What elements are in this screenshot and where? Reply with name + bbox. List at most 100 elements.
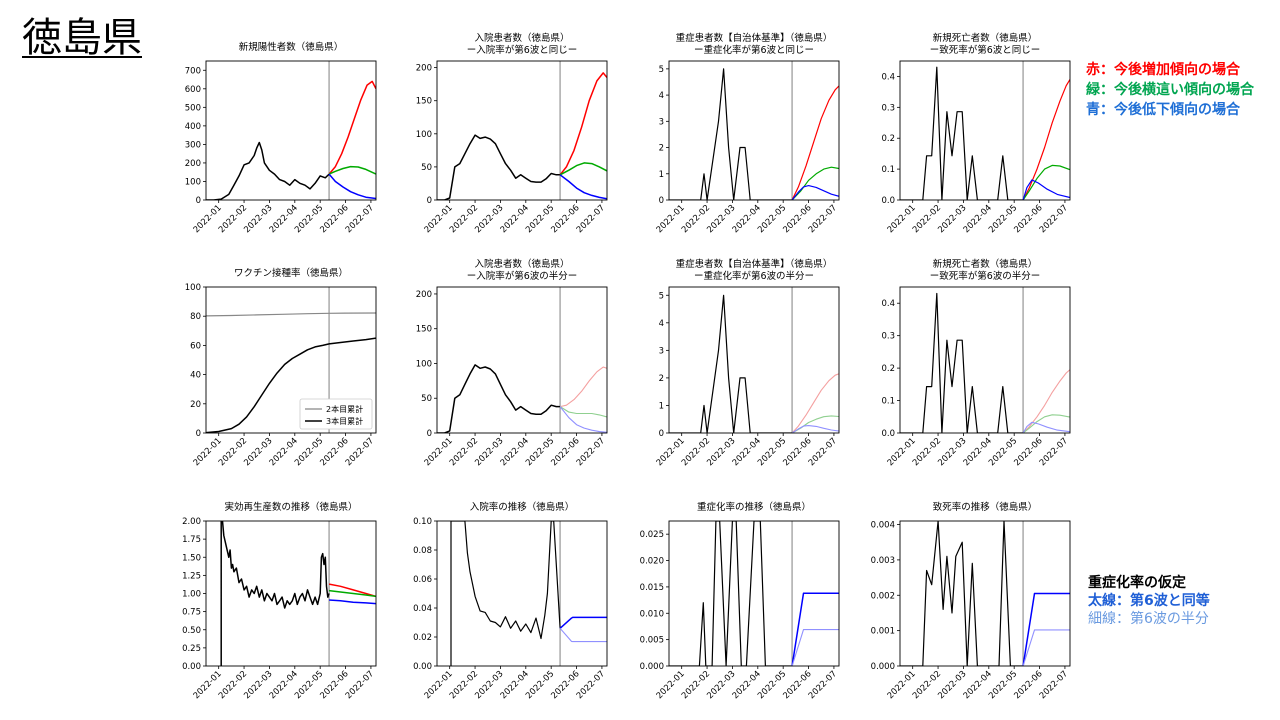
series-thin-assumption xyxy=(559,627,607,643)
chart-deaths-a: 新規死亡者数（徳島県）ー致死率が第6波と同じー 0.0 0.1 0.2 0.3 0.4 20… xyxy=(881,32,1071,235)
y-tick-label: 3 xyxy=(659,346,664,356)
series-flat xyxy=(329,589,376,598)
axes-frame xyxy=(205,520,377,667)
y-tick-label: 1.75 xyxy=(182,535,201,545)
y-tick-label: 0.4 xyxy=(881,72,895,82)
series-decrease xyxy=(791,185,839,200)
y-tick-label: 100 xyxy=(185,177,201,187)
series-increase xyxy=(791,373,839,433)
series-dose2 xyxy=(206,312,376,317)
y-tick-label: 500 xyxy=(185,103,201,113)
y-tick-label: 150 xyxy=(416,325,432,335)
page-title: 徳島県 xyxy=(22,15,142,61)
y-tick-label: 0.000 xyxy=(871,662,895,672)
y-tick-label: 2 xyxy=(659,374,664,384)
y-tick-label: 20 xyxy=(190,400,201,410)
chart-hosp-b: 入院患者数（徳島県）ー入院率が第6波の半分ー 0 50 100 150 200 2022-0… xyxy=(416,258,608,468)
chart-title: 入院患者数（徳島県） xyxy=(474,32,569,44)
y-tick-label: 0.2 xyxy=(881,364,895,374)
y-tick-label: 300 xyxy=(185,140,201,150)
y-tick-label: 60 xyxy=(190,341,201,351)
chart-hosp-a: 入院患者数（徳島県）ー入院率が第6波と同じー 0 50 100 150 200 2022-0… xyxy=(416,32,608,235)
x-tick-label: 2022-07 xyxy=(344,203,376,235)
series-increase xyxy=(328,80,376,175)
series-observed xyxy=(900,66,1024,200)
series-observed xyxy=(669,68,793,200)
y-tick-label: 1.50 xyxy=(182,553,201,563)
axes-frame xyxy=(899,286,1071,434)
chart-title: 新規死亡者数（徳島県） xyxy=(933,258,1038,270)
y-tick-label: 0.75 xyxy=(182,608,201,618)
axes-frame xyxy=(668,520,840,667)
series-decrease xyxy=(329,599,376,605)
assumption-legend-thin: 細線：第6波の半分 xyxy=(1088,611,1209,627)
y-tick-label: 2.00 xyxy=(182,517,201,527)
chart-title: ワクチン接種率（徳島県） xyxy=(234,267,348,279)
y-tick-label: 5 xyxy=(659,291,664,301)
y-tick-label: 80 xyxy=(190,312,201,322)
assumption-legend-thick: 太線：第6波と同等 xyxy=(1088,593,1210,609)
y-tick-label: 0.3 xyxy=(881,332,895,342)
y-tick-label: 3 xyxy=(659,117,664,127)
chart-title: 致死率の推移（徳島県） xyxy=(933,501,1038,513)
y-tick-label: 0.025 xyxy=(640,530,664,540)
chart-title: 入院患者数（徳島県） xyxy=(474,258,569,270)
y-tick-label: 0.4 xyxy=(881,299,895,309)
axes-frame xyxy=(436,60,608,201)
chart-subtitle: ー重症化率が第6波と同じー xyxy=(694,44,814,56)
x-tick-label: 2022-07 xyxy=(575,203,607,235)
chart-severe-a: 重症患者数【自治体基準】（徳島県）ー重症化率が第6波と同じー 0 1 2 3 4 5 2022… xyxy=(655,32,840,235)
y-tick-label: 0.0 xyxy=(881,429,895,439)
y-tick-label: 4 xyxy=(659,91,664,101)
y-tick-label: 1.00 xyxy=(182,590,201,600)
scenario-legend-green: 緑：今後横這い傾向の場合 xyxy=(1086,82,1254,98)
series-observed xyxy=(450,521,561,666)
y-tick-label: 0.000 xyxy=(640,662,664,672)
scenario-legend: 赤：今後増加傾向の場合 緑：今後横這い傾向の場合 青：今後低下傾向の場合 xyxy=(1086,60,1254,120)
series-decrease xyxy=(328,173,376,200)
series-dose3 xyxy=(206,337,376,433)
y-tick-label: 0.005 xyxy=(640,636,664,646)
y-tick-label: 0.02 xyxy=(413,633,432,643)
series-observed xyxy=(669,521,793,666)
x-tick-label: 2022-07 xyxy=(807,669,839,701)
series-thick-assumption xyxy=(1022,592,1070,666)
chart-title: 入院率の推移（徳島県） xyxy=(470,501,575,513)
y-tick-label: 0 xyxy=(659,196,664,206)
y-tick-label: 1.25 xyxy=(182,571,201,581)
axes-frame xyxy=(899,520,1071,667)
y-tick-label: 0.3 xyxy=(881,103,895,113)
chart-title: 重症患者数【自治体基準】（徳島県） xyxy=(676,258,833,270)
y-tick-label: 0.020 xyxy=(640,557,664,567)
y-tick-label: 0.10 xyxy=(413,517,432,527)
y-tick-label: 5 xyxy=(659,65,664,75)
y-tick-label: 0.010 xyxy=(640,609,664,619)
scenario-legend-red: 赤：今後増加傾向の場合 xyxy=(1086,62,1240,78)
y-tick-label: 0.06 xyxy=(413,575,432,585)
x-tick-label: 2022-07 xyxy=(807,203,839,235)
chart-subtitle: ー重症化率が第6波の半分ー xyxy=(694,270,814,282)
axes-frame xyxy=(436,286,608,434)
series-observed xyxy=(220,521,330,666)
chart-title: 重症患者数【自治体基準】（徳島県） xyxy=(676,32,833,44)
series-thin-assumption xyxy=(1022,629,1070,666)
series-decrease xyxy=(791,425,839,433)
y-tick-label: 0.015 xyxy=(640,583,664,593)
series-increase xyxy=(791,85,839,200)
y-tick-label: 200 xyxy=(416,290,432,300)
chart-title: 新規死亡者数（徳島県） xyxy=(933,32,1038,44)
series-observed xyxy=(437,364,561,433)
chart-legend: 2本目累計 3本目累計 xyxy=(299,398,373,430)
y-tick-label: 150 xyxy=(416,97,432,107)
x-tick-label: 2022-07 xyxy=(344,669,376,701)
y-tick-label: 0.001 xyxy=(871,627,895,637)
y-tick-label: 0 xyxy=(196,429,201,439)
series-thick-assumption xyxy=(791,592,839,666)
chart-vaccine: ワクチン接種率（徳島県）0204060801002022-012022-0220… xyxy=(185,267,377,468)
chart-title: 新規陽性者数（徳島県） xyxy=(239,41,344,53)
y-tick-label: 0 xyxy=(427,196,432,206)
series-flat xyxy=(559,406,607,418)
legend-label: 3本目累計 xyxy=(326,416,363,426)
y-tick-label: 4 xyxy=(659,319,664,329)
y-tick-label: 0.50 xyxy=(182,626,201,636)
